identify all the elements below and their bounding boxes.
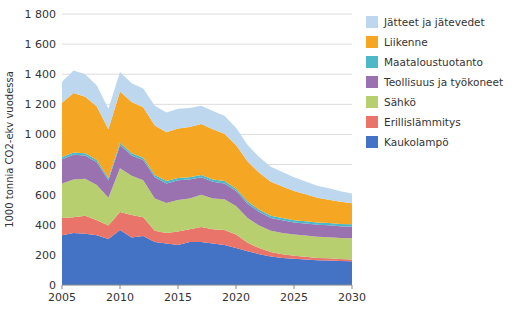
legend-label: Erillislämmitys: [384, 116, 461, 128]
x-tick: [120, 285, 121, 289]
y-tick-label: 1 200: [25, 98, 57, 111]
legend-swatch: [366, 136, 378, 148]
legend-label: Liikenne: [384, 36, 428, 48]
x-tick: [62, 285, 63, 289]
legend-swatch: [366, 116, 378, 128]
y-tick-label: 800: [35, 159, 56, 172]
grid-line: [62, 14, 352, 15]
grid: [62, 14, 352, 285]
y-tick-label: 1 600: [25, 38, 57, 51]
grid-line: [62, 44, 352, 45]
legend-swatch: [366, 56, 378, 68]
x-tick-label: 2020: [222, 291, 250, 304]
legend: Jätteet ja jätevedet Liikenne Maataloustuo…: [366, 16, 503, 148]
legend-label: Teollisuus ja työkoneet: [383, 76, 503, 88]
x-tick: [236, 285, 237, 289]
y-tick-label: 200: [35, 249, 56, 262]
areas: [62, 70, 352, 285]
x-tick-label: 2030: [338, 291, 366, 304]
chart: 02004006008001 0001 2001 4001 6001 80020…: [0, 0, 520, 313]
x-tick-label: 2015: [164, 291, 192, 304]
legend-swatch: [366, 36, 378, 48]
y-tick-label: 1 000: [25, 128, 57, 141]
grid-line: [62, 285, 352, 286]
legend-swatch: [366, 16, 378, 28]
y-tick-label: 400: [35, 219, 56, 232]
x-tick-label: 2010: [106, 291, 134, 304]
x-tick: [294, 285, 295, 289]
x-tick: [178, 285, 179, 289]
legend-swatch: [366, 76, 378, 88]
area: [62, 70, 352, 203]
x-tick-label: 2005: [48, 291, 76, 304]
y-tick-label: 1 800: [25, 8, 57, 21]
y-tick-label: 600: [35, 189, 56, 202]
x-tick-label: 2025: [280, 291, 308, 304]
x-tick: [352, 285, 353, 289]
legend-label: Maataloustuotanto: [384, 56, 483, 68]
legend-swatch: [366, 96, 378, 108]
y-axis-label: 1000 tonnia CO2-ekv vuodessa: [4, 71, 15, 228]
legend-label: Kaukolampö: [384, 136, 449, 148]
legend-label: Sähkö: [384, 96, 416, 108]
x-axis-line: [62, 285, 352, 286]
y-tick-label: 1 400: [25, 68, 57, 81]
grid-line: [62, 74, 352, 75]
legend-label: Jätteet ja jätevedet: [383, 16, 485, 28]
